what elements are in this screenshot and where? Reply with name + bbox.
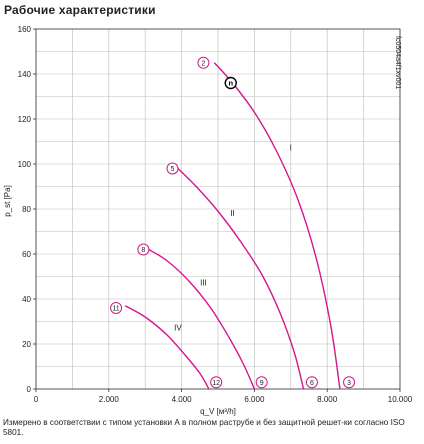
grid	[35, 28, 401, 390]
marker-circle	[110, 302, 123, 314]
curves	[124, 62, 341, 390]
markers: 2 5 8 11 12 9 6 3 n	[110, 56, 356, 389]
marker-label: 12	[212, 380, 220, 387]
x-tick-label: 10.000	[388, 395, 413, 404]
y-tick-label: 120	[18, 115, 32, 124]
marker-label: 6	[310, 380, 314, 387]
marker-label: 9	[260, 380, 264, 387]
watermark-code: fc0504a4f1xv001	[394, 36, 401, 89]
operating-point-label: n	[228, 79, 233, 88]
x-axis-label: q_V [м³/h]	[200, 407, 236, 416]
marker-6: 6	[305, 376, 318, 389]
marker-label: 11	[112, 306, 119, 313]
marker-circle	[255, 376, 268, 389]
y-tick-label: 160	[18, 25, 32, 34]
performance-chart: 0 2.000 4.000 6.000 8.000 10.000 0 20 40 60 80 100 1…	[3, 25, 413, 416]
y-tick-label: 80	[22, 205, 31, 214]
curve-i	[213, 62, 341, 390]
marker-circle	[210, 376, 223, 389]
marker-8: 8	[137, 243, 150, 256]
y-tick-label: 100	[18, 160, 32, 169]
curve-iv	[124, 305, 210, 390]
marker-label: 3	[347, 380, 351, 387]
series-label: IV	[174, 324, 182, 333]
y-tick-label: 20	[22, 340, 31, 349]
marker-3: 3	[343, 376, 356, 389]
marker-circle	[305, 376, 318, 389]
curve-iii	[148, 248, 256, 390]
marker-5: 5	[166, 162, 179, 175]
curve-ii	[177, 168, 305, 390]
marker-circle	[197, 56, 210, 69]
marker-circle	[343, 376, 356, 389]
marker-12: 12	[210, 376, 223, 389]
marker-9: 9	[255, 376, 268, 389]
x-tick-label: 6.000	[244, 395, 265, 404]
series-label: I	[290, 144, 292, 153]
marker-circle	[166, 162, 179, 175]
marker-label: 2	[201, 60, 205, 67]
marker-circle	[137, 243, 150, 256]
operating-point-circle	[224, 76, 237, 90]
marker-label: 8	[141, 247, 145, 254]
marker-2: 2	[197, 56, 210, 69]
y-axis-label: p_st [Pa]	[3, 185, 12, 217]
series-label: III	[200, 279, 207, 288]
x-tick-label: 8.000	[317, 395, 338, 404]
x-tick-label: 2.000	[99, 395, 120, 404]
footnote: Измерено в соответствии с типом установк…	[3, 418, 405, 437]
marker-11: 11	[110, 302, 123, 314]
page-title: Рабочие характеристики	[4, 3, 156, 17]
marker-label: 5	[171, 166, 175, 173]
y-tick-label: 0	[27, 385, 32, 394]
x-tick-label: 0	[34, 395, 39, 404]
axes: 0 2.000 4.000 6.000 8.000 10.000 0 20 40 60 80 100 1…	[18, 25, 413, 404]
x-tick-label: 4.000	[172, 395, 193, 404]
series-label: II	[230, 209, 234, 218]
y-tick-label: 60	[22, 250, 31, 259]
y-tick-label: 40	[22, 295, 31, 304]
operating-point: n	[224, 76, 237, 90]
y-tick-label: 140	[18, 70, 32, 79]
